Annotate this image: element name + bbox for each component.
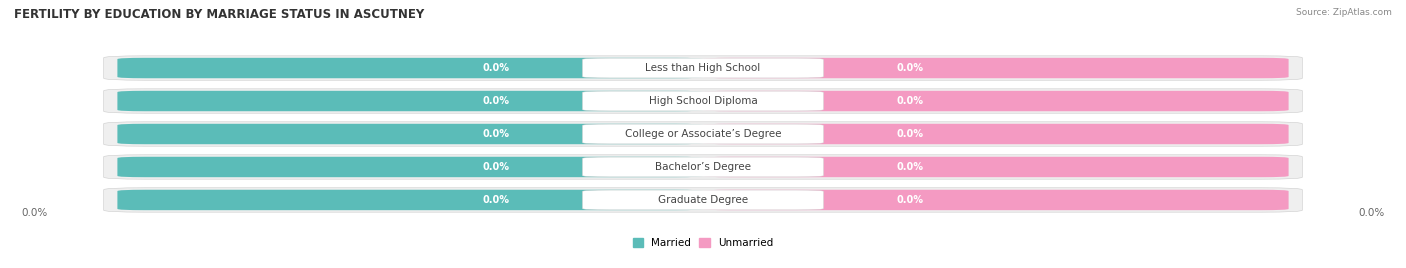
Text: High School Diploma: High School Diploma <box>648 96 758 106</box>
Text: 0.0%: 0.0% <box>482 96 510 106</box>
Text: 0.0%: 0.0% <box>482 162 510 172</box>
FancyBboxPatch shape <box>117 157 703 177</box>
FancyBboxPatch shape <box>104 56 1302 80</box>
FancyBboxPatch shape <box>703 58 1289 78</box>
Text: 0.0%: 0.0% <box>21 208 48 218</box>
FancyBboxPatch shape <box>703 157 1289 177</box>
FancyBboxPatch shape <box>104 122 1302 146</box>
Text: 0.0%: 0.0% <box>896 162 924 172</box>
Text: Graduate Degree: Graduate Degree <box>658 195 748 205</box>
FancyBboxPatch shape <box>582 91 824 111</box>
FancyBboxPatch shape <box>582 124 824 144</box>
Text: 0.0%: 0.0% <box>896 195 924 205</box>
FancyBboxPatch shape <box>582 190 824 210</box>
Text: Less than High School: Less than High School <box>645 63 761 73</box>
FancyBboxPatch shape <box>703 190 1289 210</box>
Text: 0.0%: 0.0% <box>1358 208 1385 218</box>
FancyBboxPatch shape <box>104 89 1302 113</box>
FancyBboxPatch shape <box>117 58 703 78</box>
FancyBboxPatch shape <box>104 188 1302 212</box>
FancyBboxPatch shape <box>703 124 1289 144</box>
Text: 0.0%: 0.0% <box>896 96 924 106</box>
Legend: Married, Unmarried: Married, Unmarried <box>628 234 778 252</box>
Text: 0.0%: 0.0% <box>482 63 510 73</box>
Text: College or Associate’s Degree: College or Associate’s Degree <box>624 129 782 139</box>
FancyBboxPatch shape <box>117 124 703 144</box>
FancyBboxPatch shape <box>117 91 703 111</box>
Text: Bachelor’s Degree: Bachelor’s Degree <box>655 162 751 172</box>
FancyBboxPatch shape <box>117 190 703 210</box>
Text: 0.0%: 0.0% <box>896 63 924 73</box>
FancyBboxPatch shape <box>582 58 824 78</box>
Text: 0.0%: 0.0% <box>482 129 510 139</box>
FancyBboxPatch shape <box>703 91 1289 111</box>
FancyBboxPatch shape <box>104 155 1302 179</box>
Text: 0.0%: 0.0% <box>482 195 510 205</box>
Text: Source: ZipAtlas.com: Source: ZipAtlas.com <box>1296 8 1392 17</box>
Text: 0.0%: 0.0% <box>896 129 924 139</box>
Text: FERTILITY BY EDUCATION BY MARRIAGE STATUS IN ASCUTNEY: FERTILITY BY EDUCATION BY MARRIAGE STATU… <box>14 8 425 21</box>
FancyBboxPatch shape <box>582 157 824 177</box>
